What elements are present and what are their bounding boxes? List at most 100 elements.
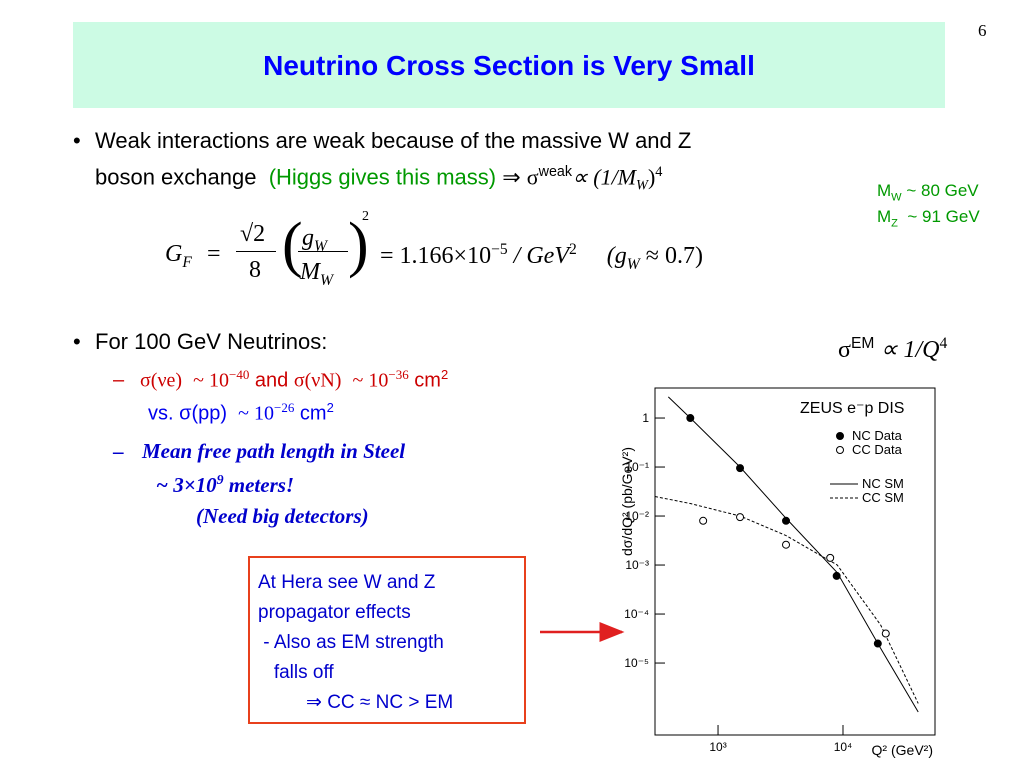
symbol: σ: [526, 164, 539, 190]
text: −36: [388, 367, 409, 382]
data-point: [873, 639, 882, 648]
text-line: σ(νe) ~ 10−40 and σ(νN) ~ 10−36 cm2: [140, 368, 448, 391]
text: 9: [216, 472, 224, 487]
text: σ(pp): [179, 402, 228, 425]
text: weak: [538, 164, 573, 180]
text: ~ 80 GeV: [906, 181, 979, 200]
text: M: [877, 207, 892, 226]
y-tick-label: 10⁻²: [625, 509, 649, 523]
fraction-bar: [236, 251, 276, 252]
text: 4: [655, 164, 663, 180]
text: σ(νN): [293, 369, 342, 392]
text-line: boson exchange (Higgs gives this mass) ⇒…: [95, 165, 662, 193]
text: M: [877, 181, 892, 200]
formula: 2: [362, 209, 369, 224]
data-point: [782, 516, 791, 525]
data-point: [782, 540, 791, 549]
data-point: [736, 513, 745, 522]
mass-note: MW ~ 80 GeV: [877, 182, 979, 203]
legend-label: NC SM: [862, 476, 904, 491]
legend-label: CC Data: [852, 442, 903, 457]
text: −40: [228, 367, 250, 382]
x-tick-label: 10⁴: [834, 740, 853, 754]
text: g: [302, 225, 314, 251]
text-line: ~ 3×109 meters!: [156, 473, 294, 496]
text: ~ 3×10: [156, 473, 217, 497]
data-point: [881, 629, 890, 638]
text: vs.: [148, 402, 174, 425]
text: ~ 91 GeV: [907, 207, 980, 226]
text: For 100 GeV Neutrinos:: [95, 329, 328, 354]
text: (Higgs gives this mass): [268, 164, 497, 190]
text: and: [254, 369, 289, 392]
text: W: [626, 255, 640, 273]
text: W: [320, 271, 333, 289]
legend-marker: [836, 446, 844, 454]
text: falls off: [258, 662, 334, 683]
data-point: [832, 571, 841, 580]
y-tick-label: 10⁻⁵: [624, 656, 649, 670]
text: boson exchange: [95, 164, 257, 190]
y-axis-label: dσ/dQ² (pb/GeV²): [619, 447, 635, 556]
paren: ): [348, 211, 369, 279]
text: −26: [274, 400, 295, 415]
text: = 1.166×10: [380, 243, 492, 269]
text: ∝ 1/Q: [880, 337, 940, 363]
data-point: [699, 516, 708, 525]
formula: = 1.166×10−5 / GeV2 (gW ≈ 0.7): [380, 242, 703, 272]
text: 2: [568, 241, 577, 258]
fraction-bar: [298, 251, 348, 252]
formula: √2: [240, 221, 266, 247]
em-scaling: σEM ∝ 1/Q4: [838, 336, 947, 362]
text: ≈ 0.7): [645, 243, 703, 269]
text: - Also as EM strength: [258, 632, 444, 653]
slide-title: Neutrino Cross Section is Very Small: [263, 50, 755, 81]
x-tick-label: 10³: [709, 740, 726, 754]
figure-title: ZEUS e⁻p DIS: [800, 400, 904, 417]
formula: GF: [165, 242, 192, 270]
text: propagator effects: [258, 602, 411, 623]
bullet: •: [73, 128, 81, 153]
text: ∝ (1/M: [572, 164, 637, 190]
legend-marker: [836, 432, 844, 440]
formula: gW: [302, 226, 327, 254]
data-point: [826, 553, 835, 562]
data-point: [736, 464, 745, 473]
text: σ: [838, 337, 851, 363]
dash: –: [113, 439, 124, 463]
data-point: [686, 414, 695, 423]
x-axis-label: Q² (GeV²): [872, 742, 933, 758]
text: EM: [850, 335, 875, 352]
text: (g: [606, 243, 627, 269]
legend-label: NC Data: [852, 428, 903, 443]
text: ~ 10: [238, 402, 274, 425]
text: Weak interactions are weak because of th…: [95, 128, 692, 153]
text: At Hera see W and Z: [258, 572, 436, 593]
callout-text: At Hera see W and Z propagator effects - …: [258, 568, 453, 718]
text: (Need big detectors): [196, 504, 369, 528]
legend-label: CC SM: [862, 490, 904, 505]
text: ⇒ CC ≈ NC > EM: [306, 692, 454, 713]
paren: (: [282, 211, 303, 279]
formula: 8: [249, 257, 261, 283]
bullet: •: [73, 329, 81, 354]
formula: =: [207, 241, 221, 267]
y-tick-label: 10⁻⁴: [624, 607, 649, 621]
mass-note: MZ ~ 91 GeV: [877, 208, 980, 229]
y-tick-label: 1: [642, 411, 649, 425]
text-line: vs. σ(pp) ~ 10−26 cm2: [148, 401, 334, 424]
text: 2: [440, 367, 449, 382]
text: cm: [414, 369, 441, 392]
text: meters!: [228, 473, 295, 497]
text: ~ 10: [352, 369, 389, 392]
text: Z: [891, 217, 898, 230]
text: 2: [326, 400, 334, 415]
title-box: [73, 22, 945, 108]
text: W: [636, 177, 648, 194]
text: σ(νe): [140, 369, 183, 392]
text: G: [165, 241, 183, 267]
model-curve: [654, 496, 919, 704]
formula: MW: [300, 260, 333, 288]
